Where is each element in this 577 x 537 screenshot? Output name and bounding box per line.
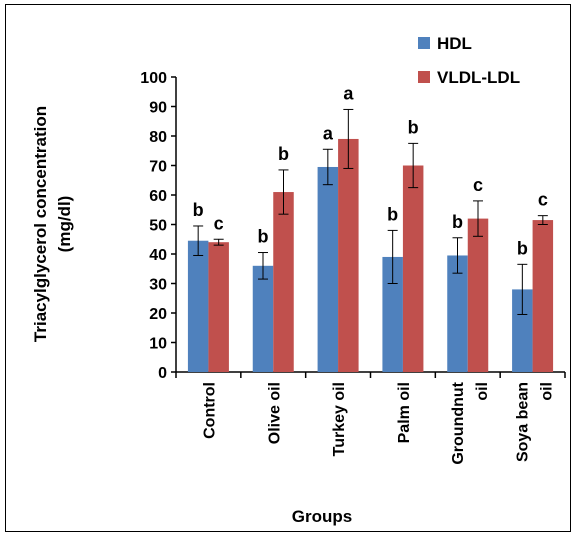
x-tick-label: Palm oil (396, 382, 413, 443)
legend-swatch-hdl (418, 37, 430, 49)
y-tick-label: 0 (158, 365, 167, 382)
bar-group: b (187, 200, 209, 372)
x-tick-label: Olive oil (266, 382, 283, 444)
chart-frame (5, 4, 571, 532)
significance-letter: b (278, 144, 289, 164)
significance-letter: b (387, 204, 398, 224)
significance-letter: c (473, 175, 483, 195)
x-tick-label-line: Olive oil (266, 382, 283, 444)
y-tick-label: 80 (149, 129, 167, 146)
y-tick-label: 70 (149, 159, 167, 176)
bar-group: b (402, 117, 424, 372)
bar-hdl (382, 256, 403, 372)
x-tick-label-line: Turkey oil (331, 382, 348, 456)
x-tick-label-line: Soya bean (515, 382, 532, 462)
bar-vldl-ldl (208, 242, 229, 372)
bar-hdl (317, 166, 339, 372)
bar-group: a (338, 83, 359, 372)
x-tick-label-line: oil (539, 382, 556, 401)
x-tick-label-line: oil (474, 382, 491, 401)
x-tick-label: Groundnut oil (450, 381, 491, 464)
legend: HDL VLDL-LDL (418, 34, 520, 87)
bar-vldl-ldl (467, 218, 489, 372)
significance-letter: c (538, 190, 548, 210)
significance-letter: a (323, 123, 334, 143)
y-tick-label: 100 (140, 70, 167, 87)
significance-letter: b (517, 238, 528, 258)
significance-letter: c (214, 213, 224, 233)
significance-letter: b (193, 200, 204, 220)
bar-group: b (252, 227, 274, 372)
y-axis-title-text: Triacylglycerol concentration (mg/dl) (31, 106, 74, 342)
y-tick-label: 10 (149, 336, 167, 353)
x-tick-labels: Control Olive oil Turkey oil Palm oil Ground… (201, 381, 555, 464)
legend-label-vldl-ldl: VLDL-LDL (437, 68, 520, 87)
bar-group: b (447, 212, 468, 372)
bar-vldl-ldl (532, 220, 554, 372)
y-axis-title-line: (mg/dl) (55, 196, 74, 253)
x-tick-label-line: Palm oil (396, 382, 413, 443)
bar-group: b (273, 144, 294, 372)
significance-letter: b (258, 227, 269, 247)
bar-group: c (532, 190, 554, 372)
bar-hdl (252, 265, 274, 372)
bar-group: c (467, 175, 489, 372)
bar-vldl-ldl (338, 138, 359, 372)
bar-group: b (382, 204, 403, 372)
x-axis (175, 371, 566, 378)
y-tick-label: 60 (149, 188, 167, 205)
legend-swatch-vldl-ldl (418, 71, 430, 83)
x-tick-label-line: Control (201, 382, 218, 439)
x-axis-title: Groups (292, 507, 352, 526)
bar-hdl (187, 240, 209, 372)
y-axis-title-line: Triacylglycerol concentration (31, 106, 50, 342)
x-tick-label: Soya bean oil (515, 382, 556, 462)
significance-letter: a (343, 83, 354, 103)
bar-hdl (447, 255, 468, 372)
y-tick-label: 20 (149, 306, 167, 323)
bar-vldl-ldl (273, 192, 294, 372)
y-axis-title: Triacylglycerol concentration (mg/dl) (31, 106, 74, 342)
significance-letter: b (452, 212, 463, 232)
x-tick-label-line: Groundnut (450, 381, 467, 464)
bar-vldl-ldl (402, 165, 424, 372)
y-tick-label: 90 (149, 100, 167, 117)
y-tick-label: 50 (149, 218, 167, 235)
y-axis: 0 10 20 30 40 50 60 70 80 90 100 (140, 70, 177, 382)
bar-hdl (512, 289, 533, 372)
bar-group: b (512, 238, 533, 372)
x-tick-label: Turkey oil (331, 382, 348, 456)
bar-group: a (317, 123, 339, 372)
significance-letter: b (408, 117, 419, 137)
legend-label-hdl: HDL (437, 34, 472, 53)
y-tick-label: 30 (149, 277, 167, 294)
x-tick-label: Control (201, 382, 218, 439)
bar-group: c (208, 213, 229, 372)
y-tick-label: 40 (149, 247, 167, 264)
